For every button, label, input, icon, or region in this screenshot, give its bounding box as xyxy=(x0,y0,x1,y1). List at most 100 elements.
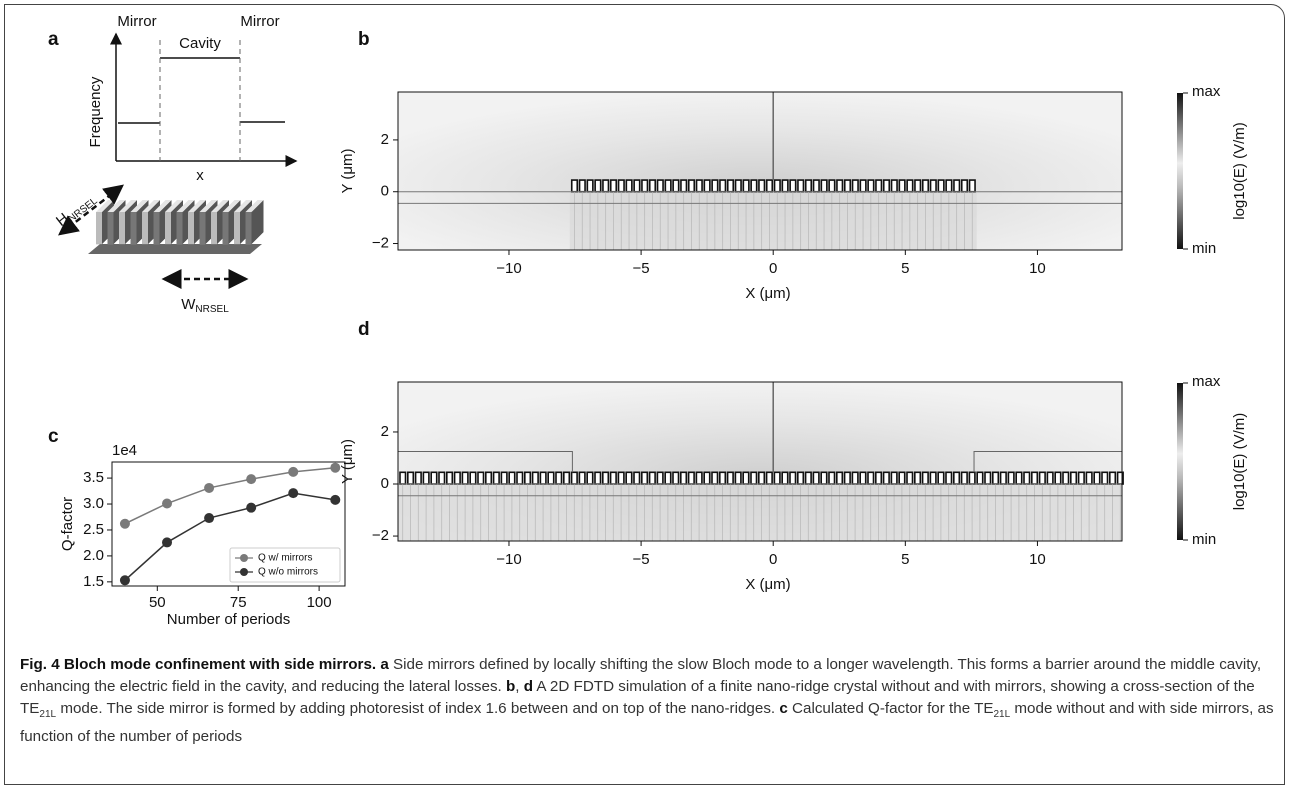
ridge xyxy=(251,200,264,244)
y-tick-label: 0 xyxy=(381,183,389,200)
ridge xyxy=(648,179,657,193)
series-line xyxy=(124,492,336,581)
ridge xyxy=(578,179,586,193)
x-tick-label: 100 xyxy=(307,594,332,611)
ridge xyxy=(1077,471,1085,485)
ridge xyxy=(781,471,789,485)
ridge xyxy=(516,471,524,485)
y-axis-label: Y (μm) xyxy=(339,439,356,484)
panel-letter: b xyxy=(358,29,370,50)
ridge xyxy=(222,200,241,212)
colorbar xyxy=(1177,93,1183,249)
ridge xyxy=(960,471,968,485)
y-tick-label: 3.5 xyxy=(83,469,104,486)
caption-text: mode without and with side mirrors, as f… xyxy=(20,700,1274,746)
ridge xyxy=(1070,471,1078,485)
y-tick-label: 2 xyxy=(381,131,389,148)
x-tick-label: 10 xyxy=(1029,551,1046,568)
point xyxy=(246,474,257,485)
point xyxy=(119,518,130,529)
ridge xyxy=(130,200,149,212)
ridge xyxy=(142,212,148,244)
colorbar-min: min xyxy=(1192,240,1216,257)
mirror-label: Mirror xyxy=(117,13,156,30)
ridge xyxy=(625,179,633,193)
ridge xyxy=(750,179,758,193)
ridge xyxy=(523,471,532,485)
ridge xyxy=(804,179,813,193)
ridge xyxy=(1062,471,1070,485)
y-tick-label: 2 xyxy=(381,423,389,440)
point xyxy=(246,502,257,513)
ridge xyxy=(594,471,602,485)
y-axis-label: Y (μm) xyxy=(339,148,356,193)
ridge-array xyxy=(95,200,265,245)
x-tick-label: −5 xyxy=(633,551,650,568)
plot-frame xyxy=(111,461,346,587)
ridge xyxy=(1015,471,1023,485)
ridge xyxy=(687,179,696,193)
caption-letter: a xyxy=(380,656,389,673)
ridge xyxy=(500,471,508,485)
ridge xyxy=(153,200,172,212)
mirror-label: Mirror xyxy=(240,13,279,30)
ridge xyxy=(625,471,633,485)
ridge xyxy=(672,471,680,485)
ridge xyxy=(199,200,218,212)
point xyxy=(288,466,299,477)
x-axis-label: X (μm) xyxy=(745,576,790,593)
panel-letter: c xyxy=(48,426,59,447)
ridge xyxy=(750,471,758,485)
ridge xyxy=(719,179,727,193)
ridge xyxy=(656,179,664,193)
ridge xyxy=(929,471,937,485)
ridge xyxy=(867,179,875,193)
ridge xyxy=(142,200,160,212)
y-tick-label: −2 xyxy=(372,527,389,544)
ridge xyxy=(859,179,867,193)
ridge xyxy=(968,179,976,193)
point xyxy=(204,482,215,493)
ridge xyxy=(648,471,656,485)
ridge xyxy=(742,179,750,193)
ridge xyxy=(999,471,1007,485)
offset-label: 1e4 xyxy=(112,442,137,459)
field-shade xyxy=(569,191,977,250)
ridge xyxy=(890,179,898,193)
ridge xyxy=(820,471,828,485)
ridge xyxy=(976,471,984,485)
caption-title: Fig. 4 Bloch mode confinement with side … xyxy=(20,656,377,673)
x-tick-label: 5 xyxy=(901,260,909,277)
ridge xyxy=(461,471,469,485)
ridge xyxy=(633,471,641,485)
field-panel: b −10 −5 0 5 10 −2 0 2 X (μm) Y (μm) max min log10(E)… xyxy=(339,29,1248,302)
ridge xyxy=(820,179,828,193)
ridge xyxy=(875,179,883,193)
point xyxy=(162,498,173,509)
y-axis-label: Q-factor xyxy=(59,497,76,551)
ridge xyxy=(711,471,719,485)
point xyxy=(119,575,130,586)
ridge xyxy=(211,212,217,244)
ridge xyxy=(1046,471,1054,485)
ridge xyxy=(914,179,922,193)
ridge xyxy=(906,179,914,193)
ridge xyxy=(469,471,477,485)
ridge xyxy=(234,212,240,244)
plot-frame xyxy=(397,91,1123,251)
ridge xyxy=(594,179,602,193)
ridge xyxy=(742,471,750,485)
ridge xyxy=(773,471,781,485)
ridge xyxy=(734,179,742,193)
ridge xyxy=(757,471,766,485)
series-line xyxy=(124,466,336,525)
ridge xyxy=(508,471,516,485)
ridge xyxy=(874,471,883,485)
legend-label: Q w/ mirrors xyxy=(258,553,312,564)
point xyxy=(162,537,173,548)
dimension-arrow xyxy=(58,184,124,236)
ridge xyxy=(726,471,734,485)
colorbar xyxy=(1177,383,1183,540)
field-shade xyxy=(398,484,1122,541)
